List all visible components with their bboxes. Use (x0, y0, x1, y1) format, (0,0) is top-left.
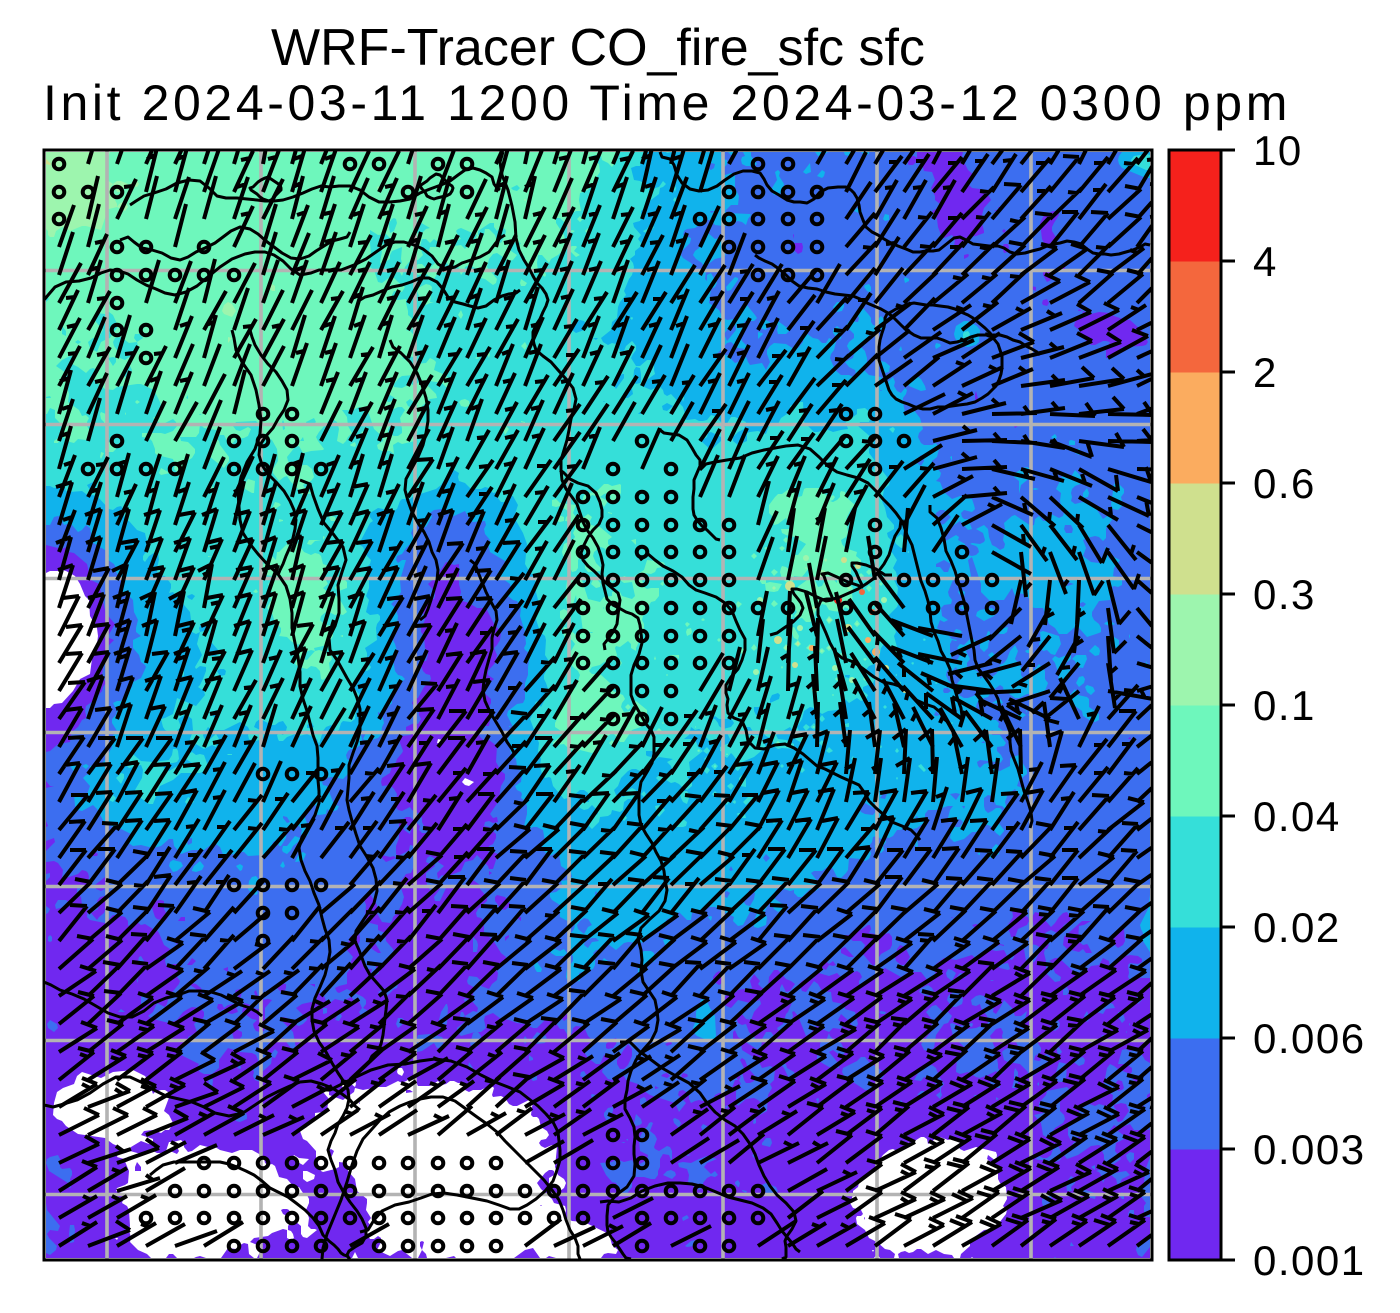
svg-text:0.04: 0.04 (1253, 793, 1341, 840)
svg-text:0.3: 0.3 (1253, 571, 1316, 618)
svg-text:0.003: 0.003 (1253, 1126, 1366, 1173)
svg-text:0.006: 0.006 (1253, 1015, 1366, 1062)
svg-text:0.001: 0.001 (1253, 1237, 1366, 1284)
svg-text:4: 4 (1253, 238, 1278, 285)
svg-text:2: 2 (1253, 349, 1278, 396)
svg-text:0.02: 0.02 (1253, 904, 1341, 951)
svg-text:10: 10 (1253, 127, 1303, 174)
svg-text:0.1: 0.1 (1253, 682, 1316, 729)
svg-text:0.6: 0.6 (1253, 460, 1316, 507)
